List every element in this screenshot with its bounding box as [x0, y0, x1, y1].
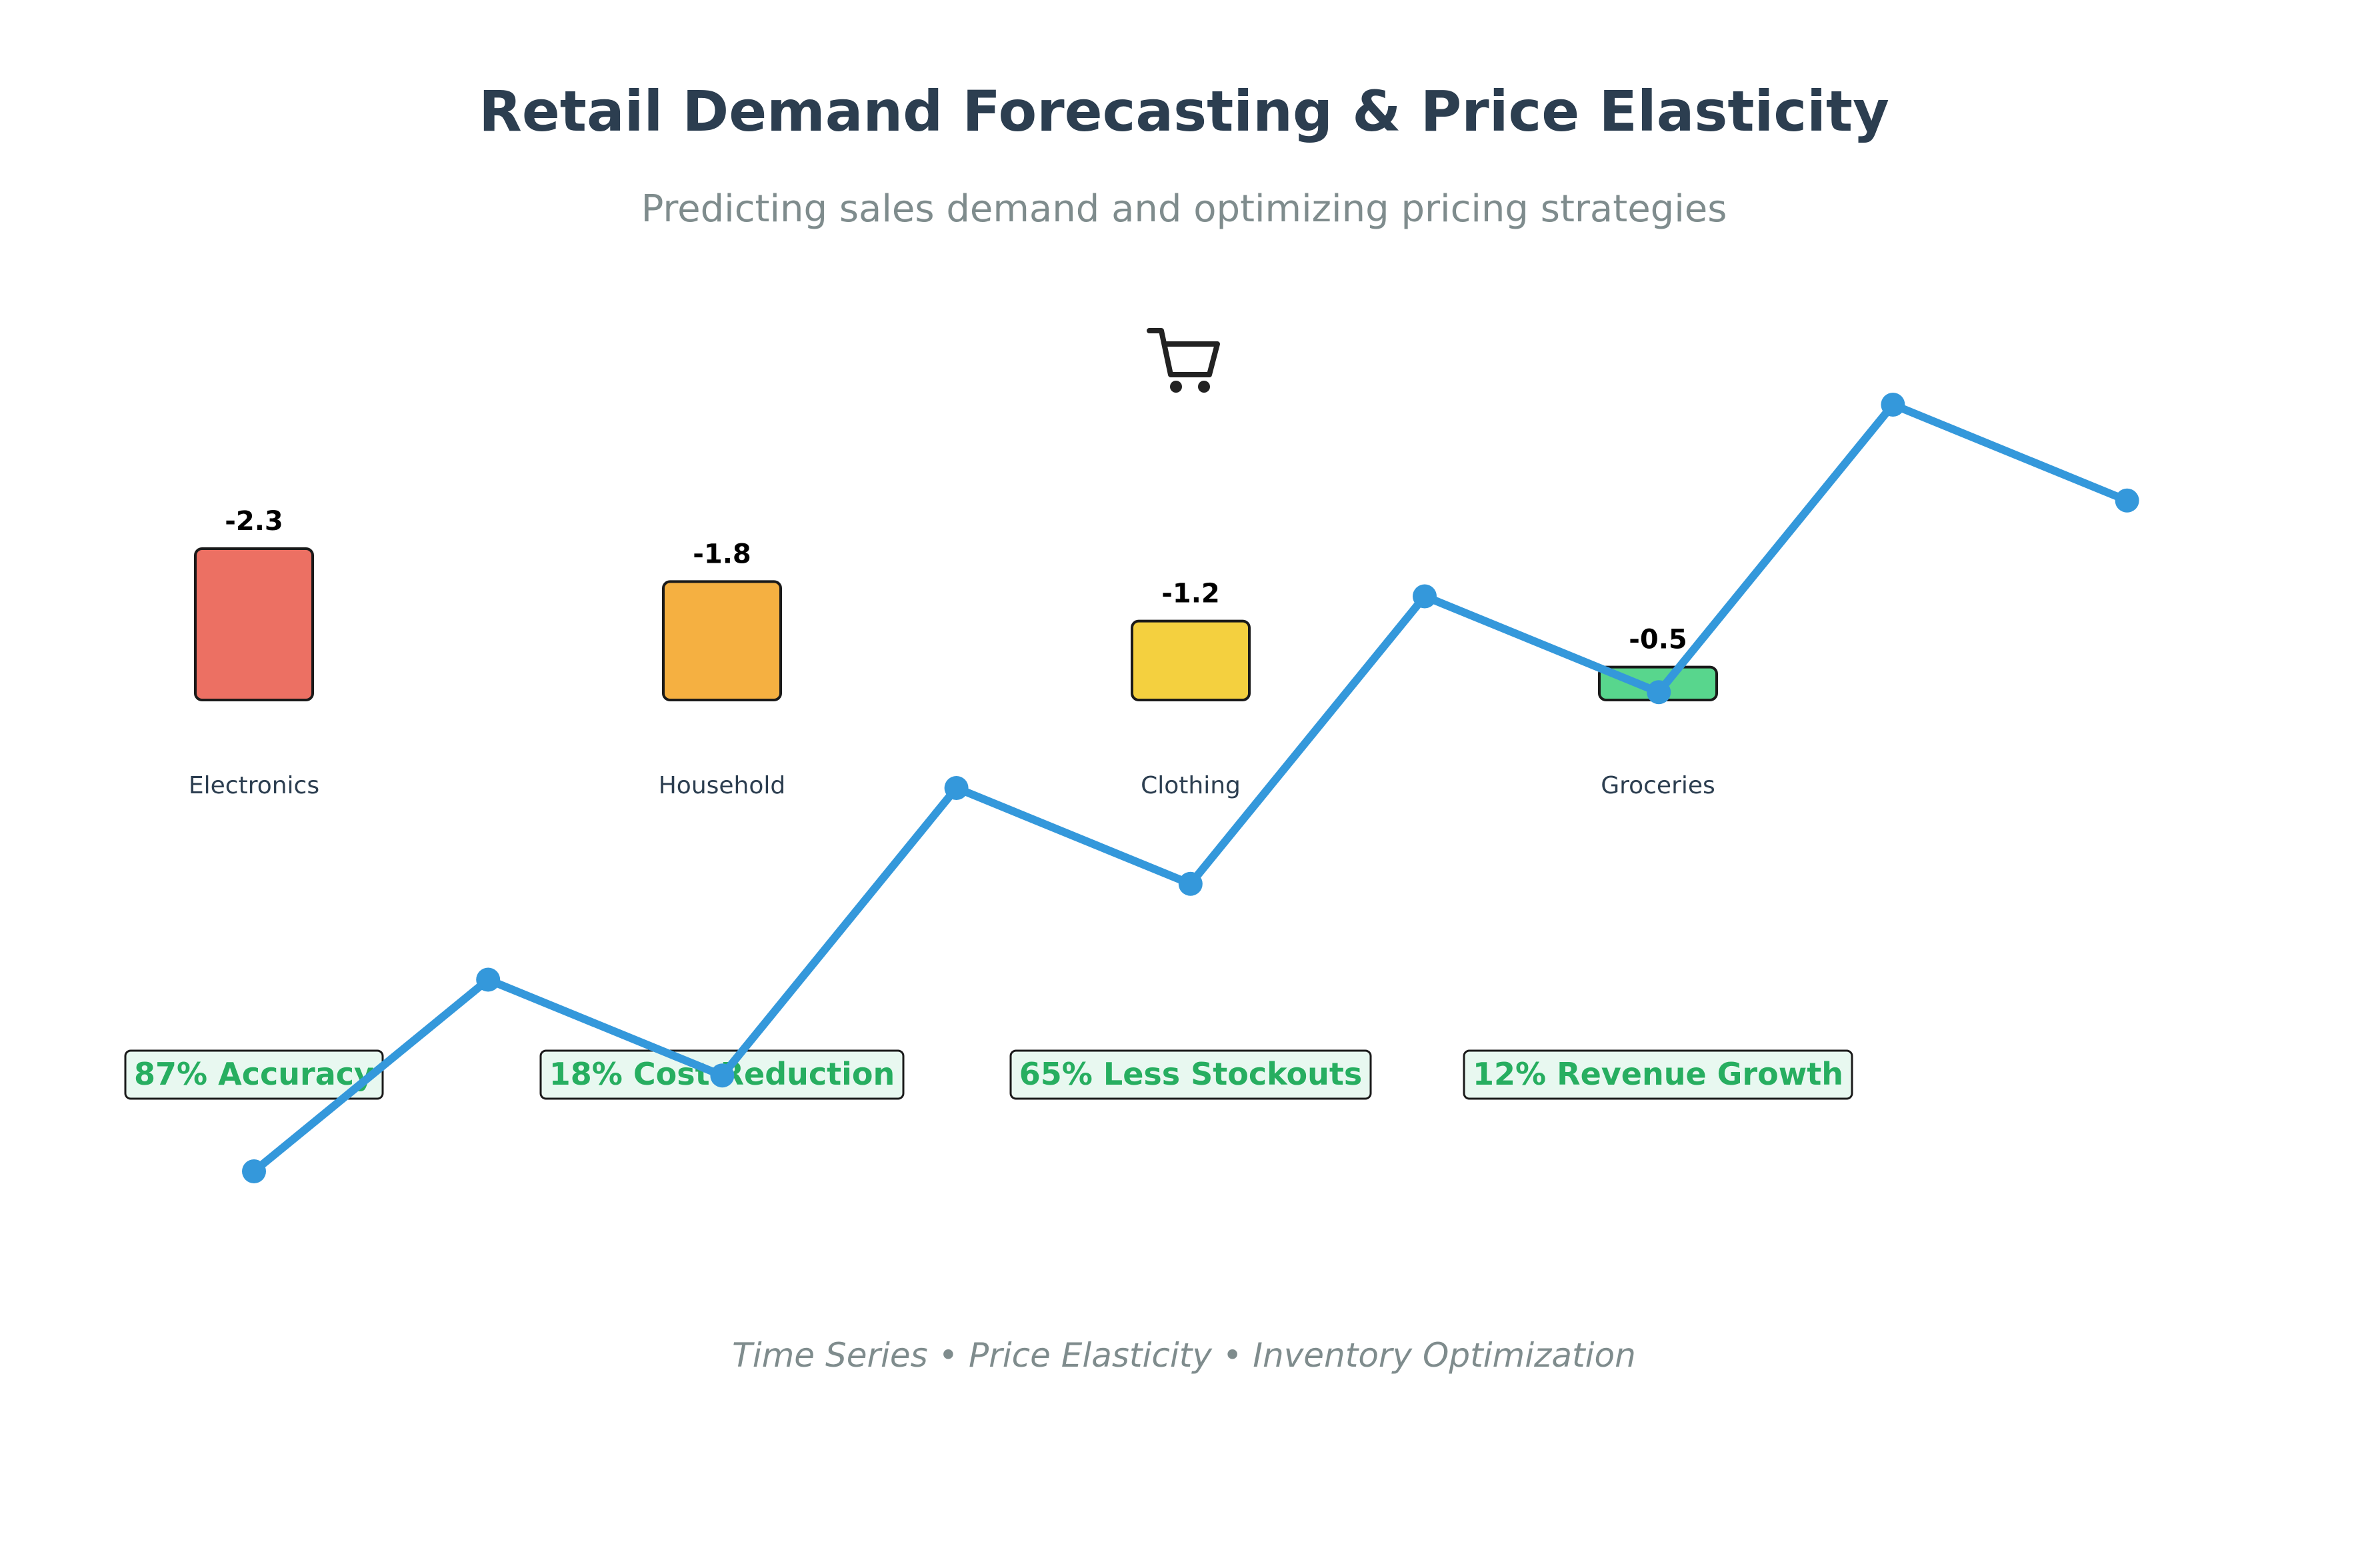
bar-clothing [1131, 619, 1251, 702]
demand-point [944, 776, 969, 800]
metric-badge-box [1463, 1049, 1853, 1100]
metric-label: 87% Accuracy [134, 1056, 374, 1092]
metric-badge: 12% Revenue Growth [1463, 1049, 1853, 1100]
metric-label: 12% Revenue Growth [1473, 1056, 1843, 1092]
page-subtitle: Predicting sales demand and optimizing p… [641, 187, 1727, 231]
metric-badge-box [124, 1049, 384, 1100]
category-label: Groceries [1601, 772, 1715, 799]
metric-badge-box [1009, 1049, 1372, 1100]
category-label: Clothing [1141, 772, 1241, 799]
page-title: Retail Demand Forecasting & Price Elasti… [479, 79, 1889, 144]
category-label: Household [659, 772, 786, 799]
demand-point [242, 1159, 266, 1183]
category-label: Electronics [189, 772, 319, 799]
demand-point [476, 967, 501, 992]
metric-badge: 87% Accuracy [124, 1049, 384, 1100]
bar-value-label: -1.8 [693, 539, 751, 569]
bar-value-label: -0.5 [1629, 625, 1687, 655]
metrics-row: 87% Accuracy 18% Cost Reduction 65% Less S… [124, 1049, 1853, 1100]
demand-point [1413, 584, 1437, 609]
bar-electronics [194, 547, 314, 701]
demand-point [710, 1063, 735, 1088]
bar-household [662, 580, 782, 702]
demand-point [1647, 680, 1671, 705]
footer-caption: Time Series • Price Elasticity • Invento… [732, 1336, 1636, 1375]
metric-badge: 65% Less Stockouts [1009, 1049, 1372, 1100]
demand-line-chart [242, 393, 2139, 1183]
demand-point [1178, 871, 1203, 896]
demand-point [1881, 393, 1905, 417]
metric-label: 65% Less Stockouts [1019, 1056, 1362, 1092]
bar-value-label: -2.3 [225, 506, 283, 537]
bar-value-label: -1.2 [1161, 579, 1219, 609]
demand-point [2115, 488, 2139, 513]
elasticity-bar-chart: -2.3 Electronics -1.8 Household -1.2 Clothing… [189, 506, 1718, 799]
shopping-cart-icon [1147, 328, 1220, 393]
